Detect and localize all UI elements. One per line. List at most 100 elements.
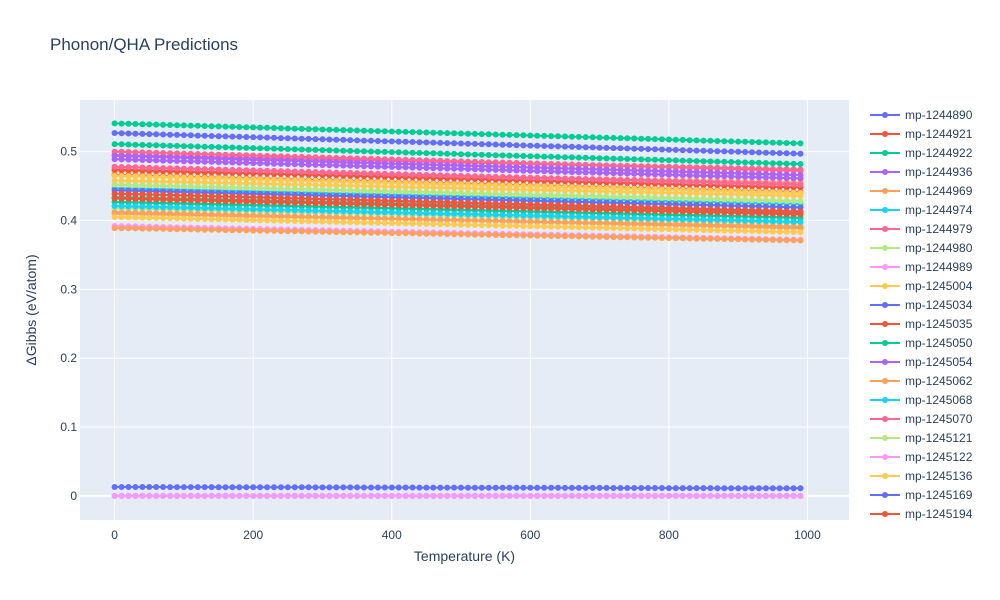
data-point [749, 149, 755, 156]
data-point [284, 181, 291, 188]
data-point [721, 227, 728, 234]
legend-item[interactable]: mp-1245035 [870, 317, 973, 331]
data-point [291, 125, 298, 132]
data-point [201, 166, 208, 173]
data-point [319, 196, 326, 203]
legend-item[interactable]: mp-1244922 [870, 146, 973, 160]
data-point [735, 166, 742, 173]
legend-item[interactable]: mp-1244969 [870, 184, 973, 198]
data-point [354, 484, 361, 491]
data-point [437, 484, 444, 491]
data-point [271, 217, 277, 224]
data-point [762, 139, 769, 146]
legend[interactable]: mp-1244890 mp-1244921 mp-1244922 mp-1244936… [870, 108, 973, 521]
data-point [437, 230, 444, 237]
data-point [624, 145, 631, 152]
data-point [160, 492, 167, 499]
data-point [174, 226, 180, 233]
data-point [208, 193, 215, 200]
data-point [672, 186, 679, 193]
legend-item[interactable]: mp-1244979 [870, 222, 973, 236]
data-point [548, 160, 555, 167]
data-point [243, 176, 250, 182]
data-point [437, 180, 444, 187]
data-point [118, 484, 125, 490]
data-point [374, 128, 381, 135]
data-point [111, 203, 118, 209]
data-point [208, 211, 215, 218]
data-point [783, 181, 790, 188]
data-point [714, 206, 721, 213]
data-point [631, 221, 638, 228]
data-point [783, 218, 790, 225]
data-point [465, 140, 471, 147]
data-point [520, 174, 527, 181]
data-point [222, 205, 229, 212]
data-point [610, 214, 617, 221]
data-point [271, 145, 277, 152]
data-point [679, 168, 686, 175]
data-point [229, 123, 236, 130]
legend-swatch-marker [882, 302, 888, 308]
legend-item[interactable]: mp-1245068 [870, 393, 973, 407]
data-point [284, 168, 291, 175]
legend-item[interactable]: mp-1244989 [870, 260, 973, 274]
legend-item[interactable]: mp-1245169 [870, 488, 973, 502]
data-point [451, 140, 458, 147]
legend-item[interactable]: mp-1244974 [870, 203, 973, 217]
data-point [672, 168, 679, 175]
data-point [264, 134, 271, 141]
data-point [728, 217, 735, 224]
data-point [361, 229, 367, 236]
data-point [631, 485, 638, 491]
series-mp-1244974 [111, 203, 804, 225]
data-point [471, 162, 478, 169]
data-point [277, 135, 284, 142]
legend-item[interactable]: mp-1245122 [870, 450, 973, 464]
data-point [790, 140, 797, 147]
series-mp-1244969 [111, 209, 804, 232]
data-point [160, 215, 167, 222]
legend-item[interactable]: mp-1245034 [870, 298, 973, 312]
legend-item[interactable]: mp-1245062 [870, 374, 973, 388]
data-point [700, 147, 707, 154]
legend-item[interactable]: mp-1245070 [870, 412, 973, 426]
legend-item[interactable]: mp-1245194 [870, 507, 973, 521]
data-point [728, 196, 735, 203]
series-line [114, 187, 801, 205]
data-point [665, 235, 672, 242]
data-point [534, 201, 541, 208]
data-point [499, 191, 506, 197]
data-point [742, 236, 749, 243]
data-point [603, 166, 610, 173]
legend-item[interactable]: mp-1245054 [870, 355, 973, 369]
data-point [277, 217, 284, 224]
data-point [167, 178, 174, 185]
data-point [153, 484, 160, 490]
legend-item[interactable]: mp-1245050 [870, 336, 973, 350]
data-point [485, 217, 492, 224]
legend-item[interactable]: mp-1244890 [870, 108, 973, 122]
data-point [132, 173, 139, 180]
legend-label: mp-1245122 [905, 450, 973, 464]
data-point [174, 165, 180, 172]
data-point [797, 150, 804, 157]
data-point [790, 204, 797, 211]
data-point [638, 194, 645, 201]
series-mp-1245050 [111, 141, 804, 167]
data-point [749, 485, 755, 492]
legend-item[interactable]: mp-1244980 [870, 241, 973, 255]
legend-item[interactable]: mp-1244936 [870, 165, 973, 179]
data-point [402, 492, 409, 499]
legend-item[interactable]: mp-1245004 [870, 279, 973, 293]
data-point [658, 492, 665, 499]
data-point [125, 182, 132, 188]
data-point [402, 188, 409, 195]
legend-item[interactable]: mp-1245121 [870, 431, 973, 445]
legend-item[interactable]: mp-1245136 [870, 469, 973, 483]
data-point [347, 484, 354, 491]
data-point [423, 150, 430, 157]
data-point [374, 156, 381, 162]
data-point [395, 149, 402, 156]
legend-item[interactable]: mp-1244921 [870, 127, 973, 141]
